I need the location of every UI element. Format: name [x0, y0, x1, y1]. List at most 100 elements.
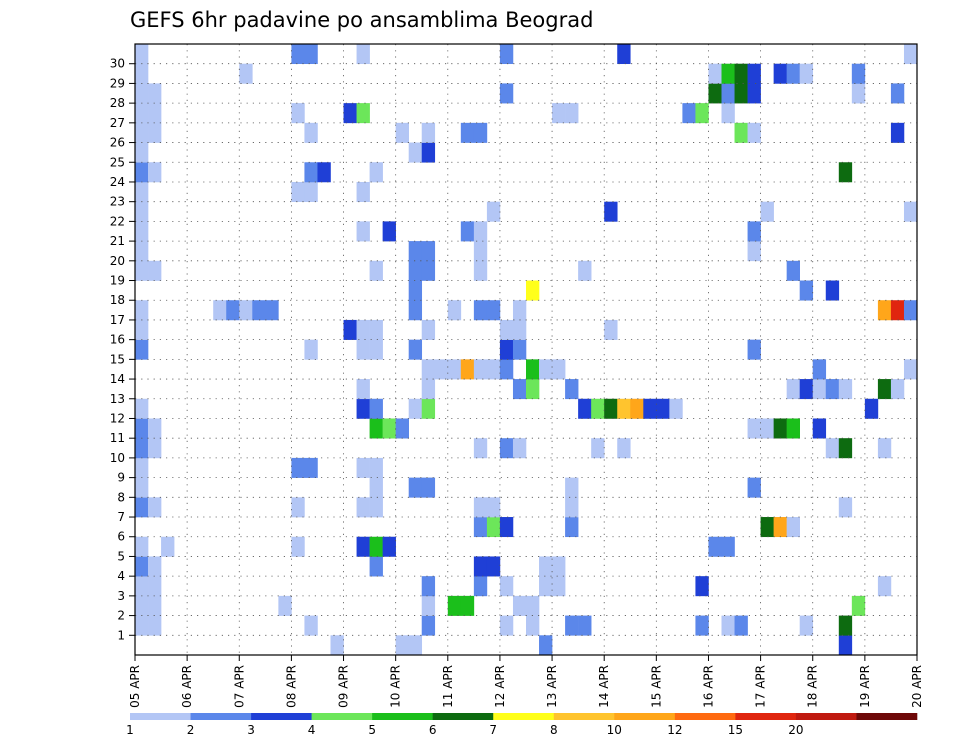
heatmap-cell — [708, 536, 722, 557]
heatmap-cell — [473, 517, 488, 538]
heatmap-cell — [213, 300, 227, 321]
y-tick-label: 6 — [117, 530, 125, 544]
heatmap-cell — [486, 300, 501, 321]
heatmap-cell — [512, 300, 527, 321]
heatmap-cell — [526, 379, 540, 400]
heatmap-cell — [838, 379, 853, 400]
heatmap-cell — [135, 457, 149, 478]
heatmap-cell — [135, 103, 149, 124]
heatmap-cell — [161, 536, 175, 557]
heatmap-cell — [890, 300, 905, 321]
x-tick-label: 19 APR — [858, 665, 872, 708]
heatmap-cell — [408, 477, 423, 498]
heatmap-cell — [486, 359, 501, 380]
colorbar-label: 8 — [550, 723, 558, 737]
heatmap-cell — [552, 103, 566, 124]
heatmap-cell — [760, 418, 774, 439]
heatmap-cell — [408, 635, 423, 656]
heatmap-cell — [135, 595, 149, 616]
heatmap-cell — [421, 319, 436, 340]
colorbar-label: 2 — [187, 723, 195, 737]
heatmap-cell — [864, 398, 879, 419]
y-axis-ticks: 1234567891011121314151617181920212223242… — [110, 57, 135, 642]
y-tick-label: 20 — [110, 254, 125, 268]
heatmap-cell — [695, 615, 709, 636]
heatmap-cell — [304, 122, 318, 143]
heatmap-cell — [356, 339, 370, 360]
heatmap-cell — [447, 300, 462, 321]
x-tick-label: 08 APR — [284, 665, 298, 708]
heatmap-cell — [539, 556, 553, 577]
heatmap-cell — [669, 398, 683, 419]
heatmap-cell — [304, 339, 318, 360]
heatmap-cell — [304, 162, 318, 183]
heatmap-cell — [239, 300, 253, 321]
heatmap-cell — [148, 122, 162, 143]
heatmap-cell — [291, 536, 305, 557]
heatmap-cell — [473, 556, 488, 577]
heatmap-cell — [552, 576, 566, 597]
y-tick-label: 15 — [110, 352, 125, 366]
heatmap-cell — [135, 615, 149, 636]
colorbar-label: 7 — [489, 723, 497, 737]
heatmap-cell — [591, 398, 605, 419]
heatmap-cell — [291, 497, 305, 518]
y-tick-label: 22 — [110, 214, 125, 228]
colorbar-label: 1 — [126, 723, 134, 737]
colorbar-segment — [553, 713, 615, 720]
heatmap-cell — [877, 379, 892, 400]
heatmap-cell — [578, 615, 592, 636]
heatmap-cell — [825, 280, 840, 301]
heatmap-cell — [369, 162, 383, 183]
colorbar-label: 15 — [728, 723, 743, 737]
colorbar-label: 12 — [667, 723, 682, 737]
heatmap-cell — [747, 418, 761, 439]
heatmap-cell — [578, 398, 592, 419]
heatmap-cell — [395, 122, 409, 143]
heatmap-cell — [252, 300, 266, 321]
heatmap-cell — [330, 635, 344, 656]
y-tick-label: 10 — [110, 451, 125, 465]
heatmap-cell — [226, 300, 240, 321]
heatmap-cell — [565, 477, 579, 498]
colorbar-segment — [614, 713, 676, 720]
heatmap-cell — [135, 438, 149, 459]
heatmap-cell — [408, 260, 423, 281]
heatmap-cell — [499, 438, 514, 459]
heatmap-cell — [486, 517, 501, 538]
heatmap-cell — [135, 142, 149, 163]
heatmap-cell — [408, 300, 423, 321]
heatmap-cell — [604, 398, 618, 419]
heatmap-cell — [552, 359, 566, 380]
y-tick-label: 13 — [110, 392, 125, 406]
heatmap-cell — [291, 457, 305, 478]
x-tick-label: 20 APR — [910, 665, 924, 708]
y-tick-label: 2 — [117, 609, 125, 623]
heatmap-cell — [786, 379, 800, 400]
heatmap-cell — [408, 280, 423, 301]
heatmap-cell — [356, 398, 370, 419]
heatmap-cell — [369, 457, 383, 478]
heatmap-cell — [135, 201, 149, 222]
colorbar-segment — [674, 713, 736, 720]
heatmap-cell — [148, 497, 162, 518]
heatmap-cell — [812, 379, 827, 400]
heatmap-cell — [773, 418, 787, 439]
heatmap-cell — [877, 300, 892, 321]
heatmap-cells — [135, 44, 918, 656]
heatmap-cell — [734, 122, 748, 143]
heatmap-cell — [304, 181, 318, 202]
heatmap-cell — [838, 497, 853, 518]
heatmap-cell — [265, 300, 279, 321]
heatmap-cell — [135, 221, 149, 242]
heatmap-cell — [838, 615, 853, 636]
heatmap-cell — [473, 221, 488, 242]
heatmap-cell — [421, 615, 436, 636]
heatmap-cell — [434, 359, 449, 380]
heatmap-cell — [304, 615, 318, 636]
heatmap-cell — [877, 576, 892, 597]
heatmap-cell — [825, 379, 840, 400]
heatmap-cell — [135, 83, 149, 104]
y-tick-label: 9 — [117, 471, 125, 485]
heatmap-cell — [499, 576, 514, 597]
